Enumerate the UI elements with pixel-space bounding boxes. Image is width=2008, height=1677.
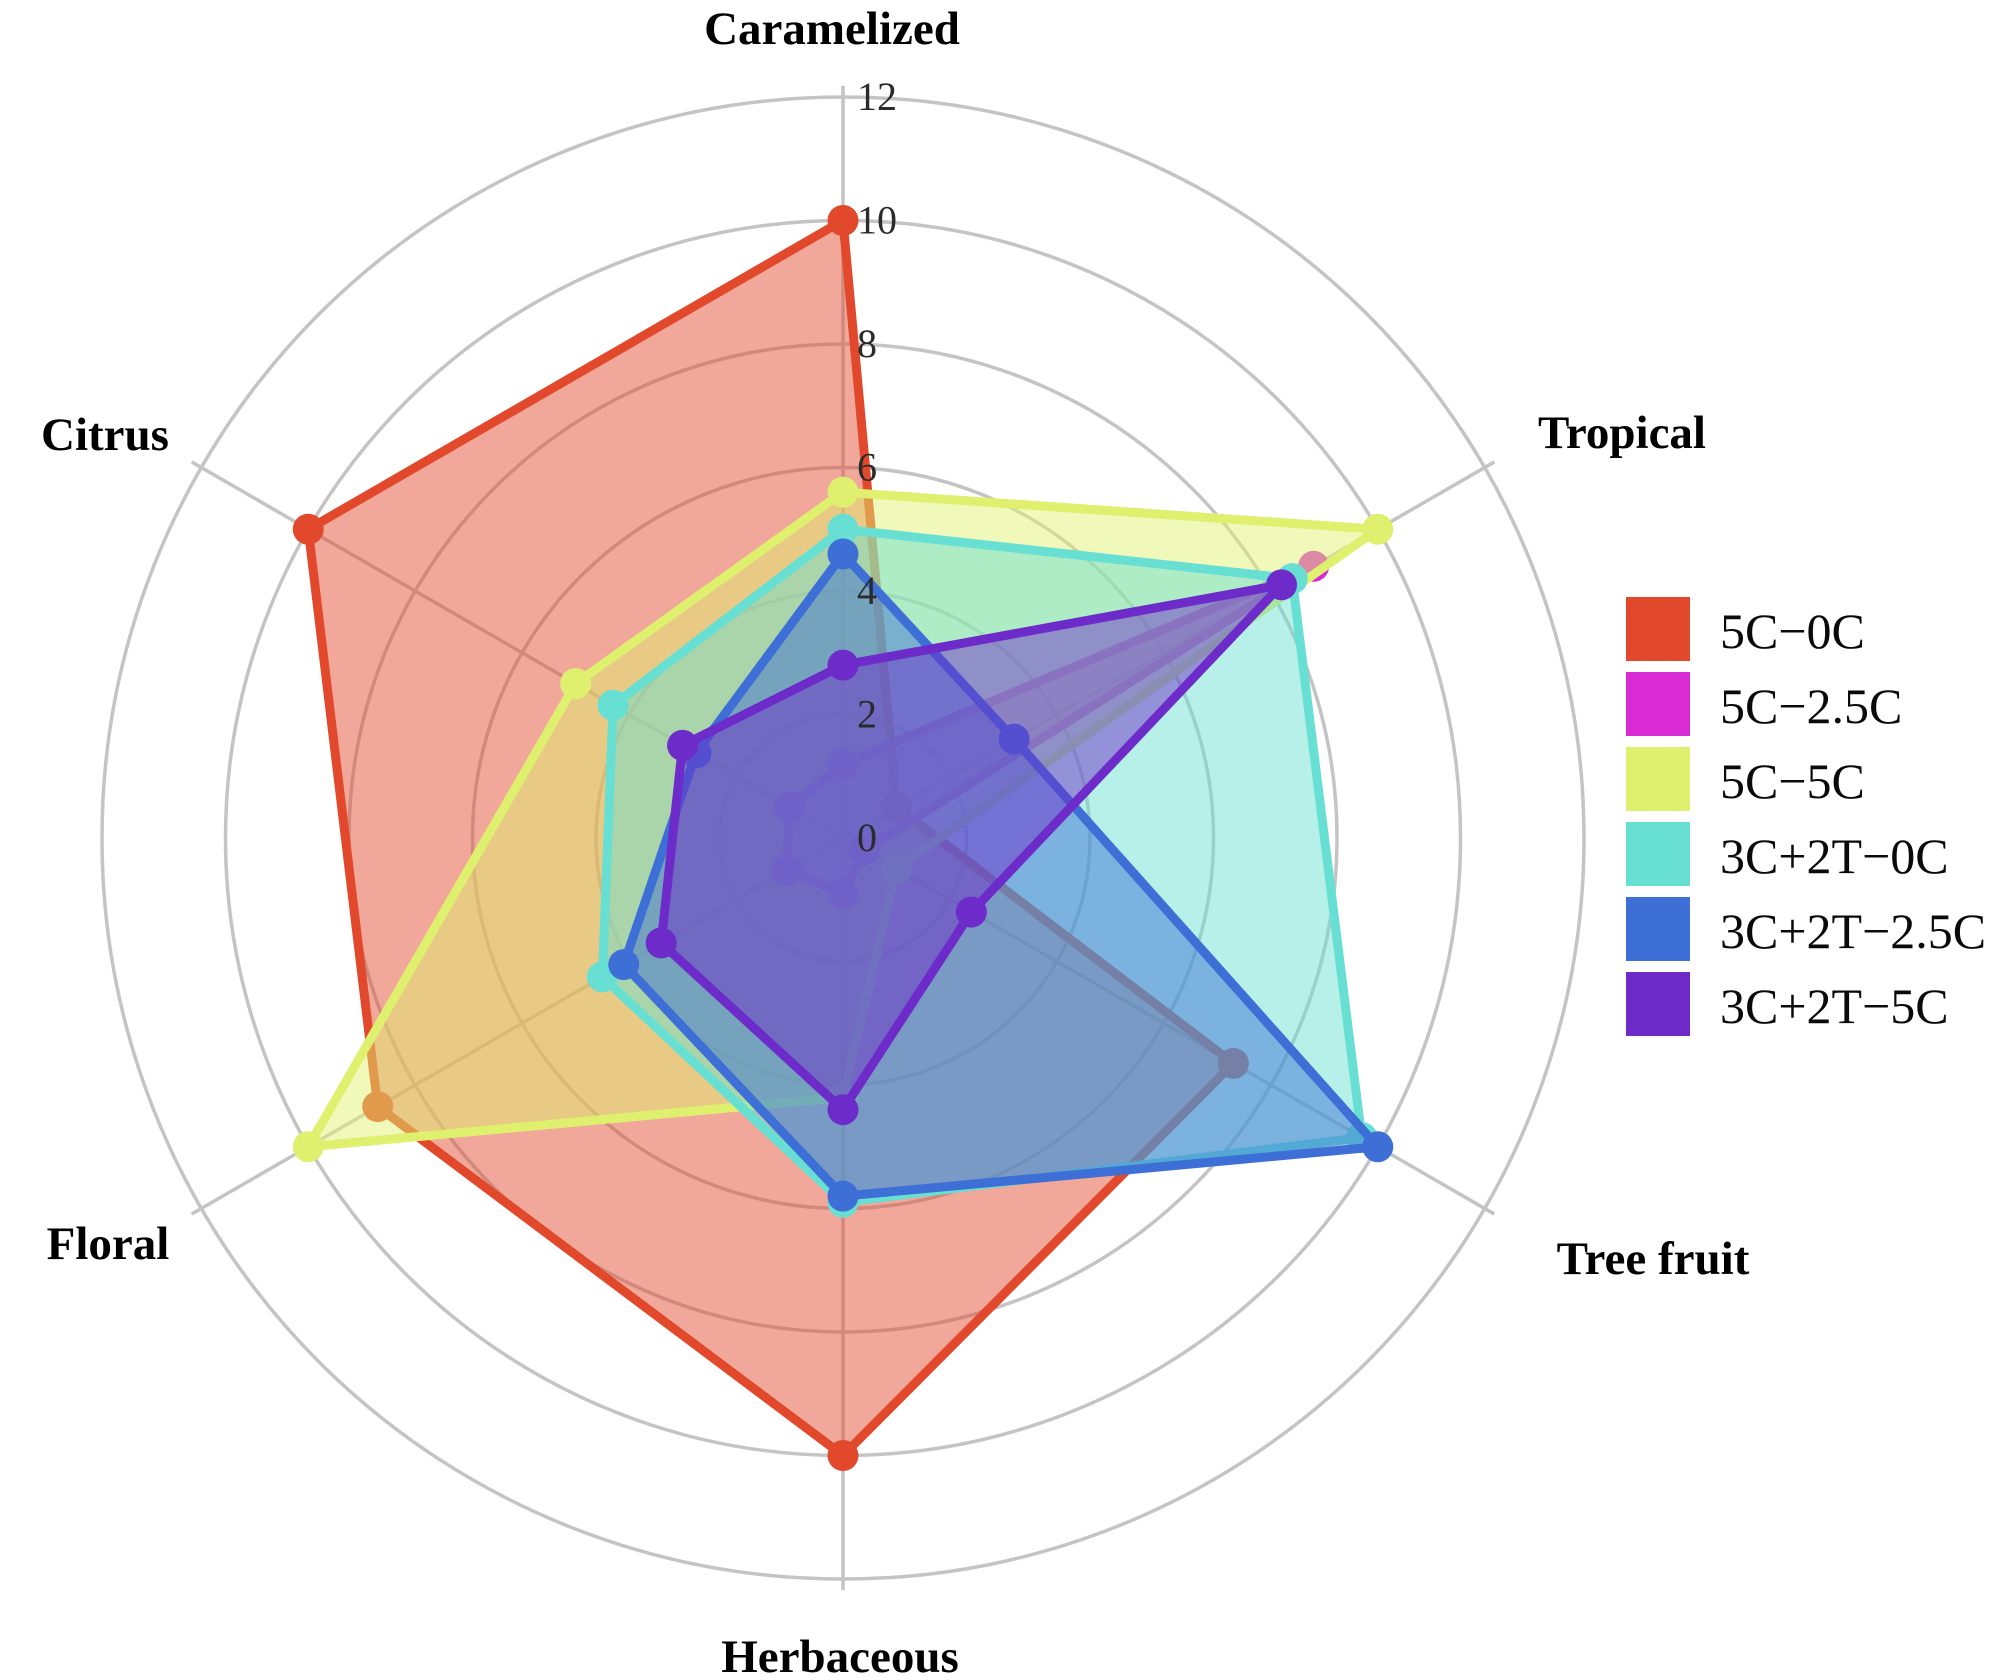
legend-item: 5C−2.5C bbox=[1626, 672, 1902, 736]
legend-swatch bbox=[1626, 822, 1690, 886]
data-point-marker bbox=[827, 1440, 859, 1471]
legend: 5C−0C 5C−2.5C 5C−5C 3C+2T−0C 3C+2T−2.5C 3C+2T… bbox=[1626, 597, 1986, 1036]
data-point-marker bbox=[827, 476, 859, 508]
data-point-marker bbox=[827, 878, 859, 910]
radial-tick-label: 0 bbox=[857, 815, 877, 860]
axis-label-caramelized: Caramelized bbox=[704, 3, 960, 55]
axis-label-tropical: Tropical bbox=[1538, 407, 1706, 459]
legend-label: 5C−2.5C bbox=[1720, 678, 1902, 734]
legend-item: 3C+2T−0C bbox=[1626, 822, 1949, 886]
axis-label-citrus: Citrus bbox=[41, 409, 169, 461]
data-point-marker bbox=[771, 854, 803, 886]
data-point-marker bbox=[827, 1094, 859, 1126]
legend-label: 3C+2T−0C bbox=[1720, 828, 1949, 884]
data-point-marker bbox=[880, 791, 912, 823]
data-point-marker bbox=[827, 649, 859, 681]
data-point-marker bbox=[597, 689, 629, 721]
data-point-marker bbox=[645, 927, 677, 959]
legend-swatch bbox=[1626, 897, 1690, 961]
data-point-marker bbox=[1217, 1047, 1249, 1079]
legend-swatch bbox=[1626, 672, 1690, 736]
data-point-marker bbox=[292, 513, 324, 545]
data-point-marker bbox=[667, 729, 699, 761]
legend-item: 5C−5C bbox=[1626, 747, 1865, 811]
data-point-marker bbox=[827, 205, 859, 236]
radial-tick-label: 12 bbox=[857, 74, 897, 119]
legend-item: 3C+2T−5C bbox=[1626, 972, 1949, 1036]
data-point-marker bbox=[292, 1131, 324, 1163]
data-point-marker bbox=[955, 896, 987, 928]
data-point-marker bbox=[827, 538, 859, 570]
data-point-marker bbox=[362, 1091, 394, 1123]
data-point-marker bbox=[827, 748, 859, 780]
axis-label-floral: Floral bbox=[47, 1218, 170, 1270]
radial-tick-label: 10 bbox=[857, 198, 897, 243]
data-point-marker bbox=[774, 791, 806, 823]
data-point-marker bbox=[848, 834, 880, 866]
radial-tick-labels: 0 2 4 6 8 10 12 bbox=[857, 74, 897, 860]
legend-label: 5C−5C bbox=[1720, 753, 1865, 809]
radial-tick-label: 6 bbox=[857, 445, 877, 490]
legend-item: 3C+2T−2.5C bbox=[1626, 897, 1986, 961]
data-point-marker bbox=[827, 1180, 859, 1212]
radial-tick-label: 8 bbox=[857, 321, 877, 366]
legend-swatch bbox=[1626, 597, 1690, 661]
radial-tick-label: 2 bbox=[857, 692, 877, 737]
data-point-marker bbox=[998, 723, 1030, 755]
legend-swatch bbox=[1626, 972, 1690, 1036]
data-point-marker bbox=[827, 513, 859, 545]
legend-label: 3C+2T−2.5C bbox=[1720, 903, 1986, 959]
axis-label-tree-fruit: Tree fruit bbox=[1557, 1233, 1750, 1285]
series-polygons bbox=[292, 205, 1394, 1471]
legend-swatch bbox=[1626, 747, 1690, 811]
series-6 bbox=[645, 569, 1298, 1126]
data-point-marker bbox=[1266, 569, 1298, 601]
series-2 bbox=[771, 550, 1330, 910]
legend-label: 3C+2T−5C bbox=[1720, 978, 1949, 1034]
series-1 bbox=[292, 205, 1249, 1471]
radial-tick-label: 4 bbox=[857, 568, 877, 613]
legend-item: 5C−0C bbox=[1626, 597, 1865, 661]
legend-label: 5C−0C bbox=[1720, 603, 1865, 659]
data-point-marker bbox=[560, 668, 592, 700]
axis-labels: Caramelized Tropical Tree fruit Herbaceous F… bbox=[41, 3, 1750, 1677]
data-point-marker bbox=[1362, 1131, 1394, 1163]
data-point-marker bbox=[608, 949, 640, 981]
axis-label-herbaceous: Herbaceous bbox=[721, 1631, 959, 1677]
data-point-marker bbox=[880, 853, 912, 885]
data-point-marker bbox=[1362, 513, 1394, 545]
